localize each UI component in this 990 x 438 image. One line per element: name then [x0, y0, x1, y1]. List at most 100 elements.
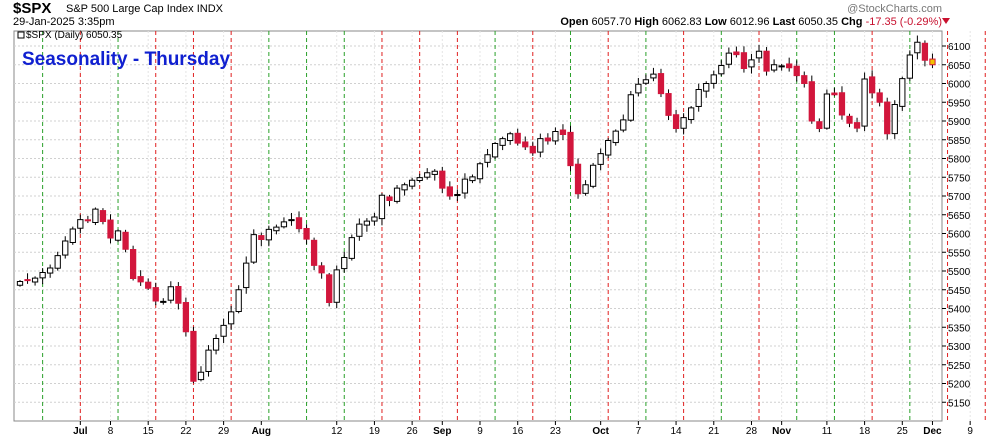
candle [303, 227, 310, 240]
candle [853, 122, 861, 129]
candle [884, 101, 891, 135]
candle [876, 92, 883, 103]
candle [265, 228, 272, 241]
candle [537, 138, 544, 153]
candle [228, 311, 235, 325]
candle [250, 234, 257, 263]
y-tick-label: 5950 [948, 98, 971, 109]
candle [559, 129, 567, 136]
y-tick-label: 5500 [948, 267, 971, 278]
y-tick-label: 6050 [948, 61, 971, 72]
candle [408, 179, 416, 187]
candle [567, 131, 574, 167]
candle [544, 137, 552, 142]
candle [695, 89, 702, 107]
candle [190, 330, 197, 382]
candle [258, 235, 265, 240]
candle [906, 54, 913, 79]
candle [386, 196, 393, 201]
candle [778, 65, 785, 68]
candle [47, 267, 54, 274]
x-tick-label: 14 [671, 426, 683, 437]
y-tick-label: 5150 [948, 398, 971, 409]
candle [182, 302, 190, 333]
y-tick-label: 5350 [948, 323, 971, 334]
x-tick-label: 11 [822, 426, 833, 437]
candle [755, 50, 763, 59]
candle [499, 138, 506, 146]
watermark: @StockCharts.com [847, 3, 942, 15]
candle [620, 119, 627, 131]
candle [439, 170, 446, 189]
candle [235, 289, 242, 313]
candle [793, 65, 800, 77]
candle [99, 210, 107, 223]
x-tick-label: 21 [708, 426, 720, 437]
candle [831, 92, 838, 96]
candle [378, 194, 386, 220]
candle [401, 184, 408, 191]
candle [688, 107, 695, 121]
candle [899, 78, 906, 107]
y-tick-label: 5850 [948, 136, 971, 147]
candle [808, 81, 815, 122]
x-tick-label: 8 [108, 426, 114, 437]
candle [529, 145, 536, 154]
y-tick-label: 5550 [948, 248, 971, 259]
candle [816, 121, 823, 129]
x-tick-label: Jul [73, 426, 88, 437]
candle [786, 63, 793, 69]
symbol[interactable]: $SPX [13, 0, 52, 17]
candle [461, 178, 469, 194]
candle [424, 172, 431, 178]
candle [770, 64, 778, 71]
y-tick-label: 5450 [948, 286, 971, 297]
candle [145, 281, 152, 289]
candle [725, 52, 732, 65]
candle [77, 219, 84, 229]
x-tick-label: Nov [772, 426, 791, 437]
x-tick-label: Dec [923, 426, 942, 437]
candle [929, 58, 936, 66]
x-tick-label: 7 [636, 426, 642, 437]
x-tick-label: Oct [592, 426, 609, 437]
candle [310, 239, 318, 266]
candle [733, 51, 740, 56]
candle [680, 117, 687, 129]
ohlc-readout: Open 6057.70 High 6062.83 Low 6012.96 La… [560, 16, 942, 28]
candle [891, 104, 898, 135]
x-tick-label: 19 [369, 426, 381, 437]
candle [129, 249, 137, 279]
y-tick-label: 5600 [948, 230, 971, 241]
candle [333, 269, 340, 303]
candle [718, 65, 725, 75]
candle [31, 277, 39, 283]
candle [446, 186, 453, 197]
candle [597, 153, 604, 165]
candle [846, 115, 853, 124]
candle [341, 257, 348, 270]
candle [507, 133, 514, 142]
legend-swatch [17, 31, 25, 39]
x-tick-label: Sep [433, 426, 451, 437]
candle [868, 76, 876, 94]
candle [167, 286, 174, 301]
candle [137, 276, 144, 283]
candle [295, 217, 303, 230]
candle [62, 240, 69, 256]
candle [152, 287, 159, 302]
candle [469, 176, 476, 182]
y-tick-label: 5200 [948, 380, 971, 391]
candle [861, 78, 868, 127]
plot-area [13, 30, 943, 422]
candle [24, 279, 31, 282]
candle [642, 79, 650, 84]
candle [175, 285, 182, 304]
candle [801, 75, 808, 84]
security-name: S&P 500 Large Cap Index INDX [66, 3, 223, 15]
candle [454, 194, 461, 196]
chart-header: $SPX S&P 500 Large Cap Index INDX @Stock… [0, 0, 990, 30]
candle [748, 59, 755, 68]
candle [318, 265, 325, 274]
